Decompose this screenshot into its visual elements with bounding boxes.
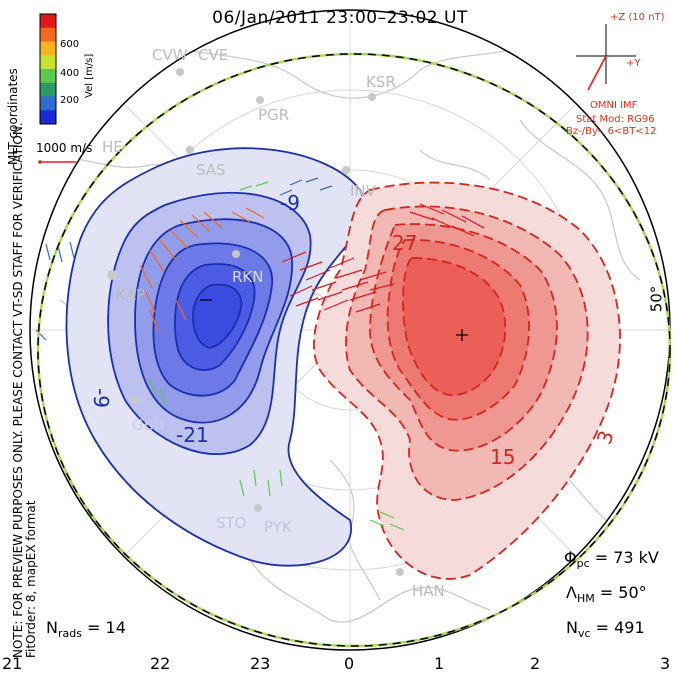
- mlt-label-23: 23: [250, 654, 271, 673]
- imf-clock: +Z (10 nT) +Y OMNI IMF Stat Mod: RG96 Bz…: [566, 12, 665, 137]
- station-he: HE: [102, 138, 123, 156]
- phi-subscript: pc: [576, 557, 590, 571]
- lambda-symbol: Λ: [566, 583, 577, 602]
- colorbar-ticks: 600 400 200: [60, 39, 79, 106]
- stat-phi-pc: Φpc = 73 kV: [564, 548, 659, 570]
- latitude-label: 50°: [647, 285, 666, 313]
- lambda-value: = 50°: [594, 583, 647, 602]
- contour-label-neg-3: -21: [176, 423, 209, 447]
- colorbar-segment: [40, 14, 56, 29]
- stat-n-vc: Nvc = 491: [566, 618, 645, 640]
- colorbar-tick-200: 200: [60, 95, 79, 106]
- station-sto: STO: [216, 514, 247, 532]
- station-ksr: KSR: [366, 73, 396, 91]
- contour-label-pos-1: 27: [392, 231, 417, 255]
- preview-note: NOTE: FOR PREVIEW PURPOSES ONLY. PLEASE …: [11, 122, 38, 658]
- colorbar-segment: [40, 41, 56, 56]
- nrads-subscript: rads: [57, 627, 82, 641]
- colorbar-segment: [40, 27, 56, 42]
- map-title: 06/Jan/2011 23:00–23:02 UT: [212, 8, 468, 28]
- mlt-label-2: 2: [530, 654, 541, 673]
- station-han: HAN: [412, 582, 445, 600]
- colorbar-tick-400: 400: [60, 68, 79, 79]
- scale-vector-label: 1000 m/s: [36, 141, 92, 155]
- mlt-label-0: 0: [344, 654, 355, 673]
- mlt-label-21: 21: [2, 654, 23, 673]
- imf-omni: OMNI IMF: [590, 100, 638, 111]
- station-cve: CVE: [198, 46, 228, 64]
- hm-boundary-dash: [37, 53, 671, 647]
- station-kap: KAP: [116, 286, 145, 304]
- colorbar-segment: [40, 69, 56, 84]
- lambda-subscript: HM: [576, 592, 595, 606]
- station-sas: SAS: [196, 161, 226, 179]
- colorbar-label: Vel [m/s]: [84, 54, 95, 98]
- phi-value: = 73 kV: [589, 548, 659, 567]
- contour-label-neg-2: -9: [89, 388, 113, 408]
- colorbar-tick-600: 600: [60, 39, 79, 50]
- station-inv: INV: [350, 182, 377, 200]
- mlt-label-1: 1: [434, 654, 445, 673]
- colorbar-segment: [40, 110, 56, 125]
- velocity-vectors: [35, 177, 485, 531]
- imf-z-label: +Z (10 nT): [610, 12, 665, 23]
- station-gbr: GBR: [132, 416, 164, 434]
- nrads-symbol: N: [46, 618, 58, 637]
- imf-condition: Bz-/By-, 6<BT<12: [566, 126, 656, 137]
- phi-symbol: Φ: [564, 548, 577, 567]
- coordinate-note: MLT coordinates: [6, 68, 20, 165]
- nrads-value: = 14: [81, 618, 126, 637]
- fit-order-text: FitOrder: 8, mapEX format: [24, 500, 38, 658]
- station-labels: CVW CVE KSR PGR SAS INV RKN KAP GBR STO …: [102, 46, 445, 600]
- nvc-value: = 491: [590, 618, 645, 637]
- station-pyk: PYK: [264, 518, 293, 536]
- nvc-symbol: N: [566, 618, 578, 637]
- contour-label-pos-2: 15: [490, 445, 515, 469]
- nvc-subscript: vc: [577, 627, 591, 641]
- colorbar-segment: [40, 96, 56, 111]
- imf-stat-mod: Stat Mod: RG96: [576, 114, 655, 125]
- potential-extrema: [200, 299, 468, 341]
- stat-n-rads: Nrads = 14: [46, 618, 126, 640]
- velocity-colorbar: [39, 13, 57, 125]
- station-rkn: RKN: [232, 268, 263, 286]
- mlt-label-22: 22: [150, 654, 171, 673]
- vector-cluster-dawn: [281, 203, 485, 313]
- colorbar-segment: [40, 55, 56, 70]
- contour-label-neg-1: -9: [280, 191, 300, 215]
- vector-cluster-slow: [35, 177, 333, 341]
- positive-potential-cell: [313, 181, 621, 580]
- stat-lambda-hm: ΛHM = 50°: [566, 583, 647, 605]
- vector-cluster-low: [149, 181, 405, 531]
- scale-vector: 1000 m/s: [36, 141, 92, 164]
- station-pgr: PGR: [258, 106, 289, 124]
- station-cvw: CVW: [152, 46, 188, 64]
- vector-cluster-dusk: [139, 207, 265, 333]
- colorbar-segment: [40, 82, 56, 97]
- imf-y-label: +Y: [626, 58, 641, 69]
- station-markers: [107, 68, 404, 576]
- mlt-label-3: 3: [660, 654, 671, 673]
- colorbar-frame: [39, 13, 57, 125]
